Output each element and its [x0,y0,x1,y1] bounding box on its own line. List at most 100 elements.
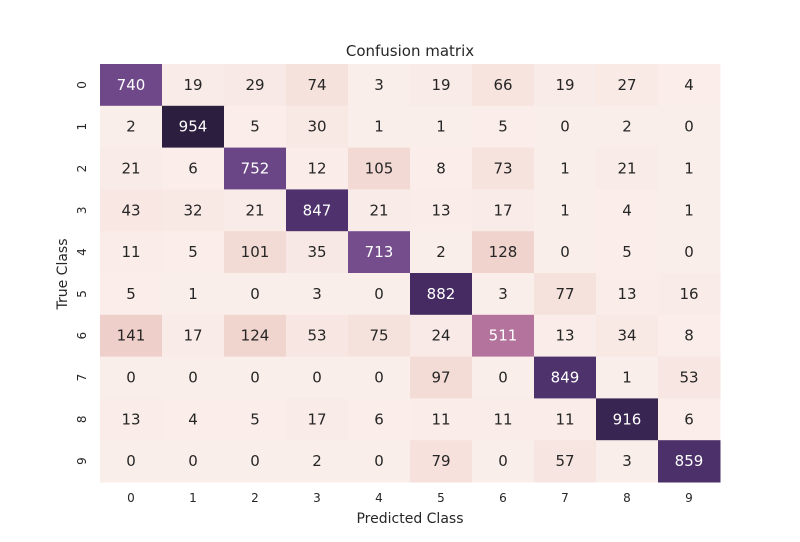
cell-value-label: 27 [617,76,636,94]
cell-value-label: 21 [369,201,388,219]
heatmap-cell [162,440,225,483]
heatmap-cell [534,231,597,274]
cell-value-label: 12 [307,160,326,178]
x-tick-label: 1 [189,491,197,505]
cell-value-label: 57 [555,452,574,470]
cell-value-label: 1 [560,201,570,219]
cell-value-label: 1 [684,160,694,178]
heatmap-cell [286,105,349,149]
heatmap-cells: 740 19 29 74 3 19 66 19 27 42 954 5 30 1 1 5 0 2 021 6 752 12… [100,64,721,483]
cell-value-label: 6 [374,410,384,428]
heatmap-cell [286,231,349,274]
x-tick-label: 3 [313,491,321,505]
cell-value-label: 0 [374,369,384,387]
x-tick-label: 6 [499,491,507,505]
cell-value-label: 16 [679,285,698,303]
heatmap-cell [100,231,163,274]
cell-value-label: 17 [183,327,202,345]
heatmap-cell [286,189,349,232]
y-tick-label: 2 [75,165,89,173]
heatmap-cell [162,398,225,441]
cell-value-label: 0 [684,118,694,136]
cell-value-label: 3 [498,285,508,303]
cell-value-label: 2 [126,118,136,136]
cell-value-label: 3 [312,285,322,303]
cell-value-label: 0 [498,369,508,387]
cell-value-label: 141 [117,327,146,345]
heatmap-cell [534,273,597,316]
cell-value-label: 35 [307,243,326,261]
cell-value-label: 5 [188,243,198,261]
cell-value-label: 97 [431,369,450,387]
cell-value-label: 1 [684,201,694,219]
heatmap-cell [348,231,411,274]
heatmap-cell [100,147,163,190]
heatmap-cell [286,356,349,399]
heatmap-cell [534,147,597,190]
x-tick-label: 9 [685,491,693,505]
cell-value-label: 713 [365,243,394,261]
cell-value-label: 128 [489,243,518,261]
heatmap-cell [596,189,659,232]
cell-value-label: 21 [617,160,636,178]
heatmap-cell [410,356,473,399]
heatmap-cell [410,105,473,149]
cell-value-label: 0 [684,243,694,261]
heatmap-cell [224,273,287,316]
heatmap-cell [224,64,287,107]
heatmap-cell [286,398,349,441]
cell-value-label: 19 [431,76,450,94]
cell-value-label: 21 [121,160,140,178]
cell-value-label: 34 [617,327,636,345]
cell-value-label: 3 [622,452,632,470]
y-tick-label: 4 [75,248,89,256]
heatmap-cell [658,314,721,358]
heatmap-cell [162,189,225,232]
heatmap-cell [596,356,659,399]
heatmap-cell [658,398,721,441]
heatmap-cell [658,273,721,316]
heatmap-cell [596,147,659,190]
cell-value-label: 5 [250,118,260,136]
heatmap-cell [596,64,659,107]
cell-value-label: 0 [250,369,260,387]
heatmap-cell [472,147,535,190]
cell-value-label: 0 [126,452,136,470]
heatmap-cell [472,105,535,149]
cell-value-label: 124 [241,327,270,345]
y-tick-label: 6 [75,332,89,340]
cell-value-label: 0 [188,452,198,470]
cell-value-label: 13 [431,201,450,219]
cell-value-label: 0 [250,452,260,470]
cell-value-label: 4 [188,410,198,428]
heatmap-cell [348,398,411,441]
cell-value-label: 53 [307,327,326,345]
y-tick-label: 7 [75,374,89,382]
heatmap-cell [472,231,535,274]
heatmap-cell [410,440,473,483]
cell-value-label: 5 [498,118,508,136]
heatmap-cell [534,440,597,483]
cell-value-label: 19 [555,76,574,94]
heatmap-cell [100,398,163,441]
x-tick-label: 8 [623,491,631,505]
cell-value-label: 849 [551,369,580,387]
heatmap-cell [534,356,597,399]
heatmap-cell [596,398,659,441]
heatmap-cell [472,189,535,232]
heatmap-cell [534,64,597,107]
y-tick-labels: 0 1 2 3 4 5 6 7 8 9 [75,81,89,465]
cell-value-label: 73 [493,160,512,178]
y-tick-label: 1 [75,123,89,131]
cell-value-label: 0 [374,452,384,470]
y-tick-label: 8 [75,415,89,423]
heatmap-cell [348,440,411,483]
cell-value-label: 17 [307,410,326,428]
heatmap-cell [348,356,411,399]
heatmap-cell [410,273,473,316]
x-axis-label: Predicted Class [356,511,463,527]
heatmap-cell [472,440,535,483]
heatmap-cell [658,356,721,399]
heatmap-cell [658,440,721,483]
